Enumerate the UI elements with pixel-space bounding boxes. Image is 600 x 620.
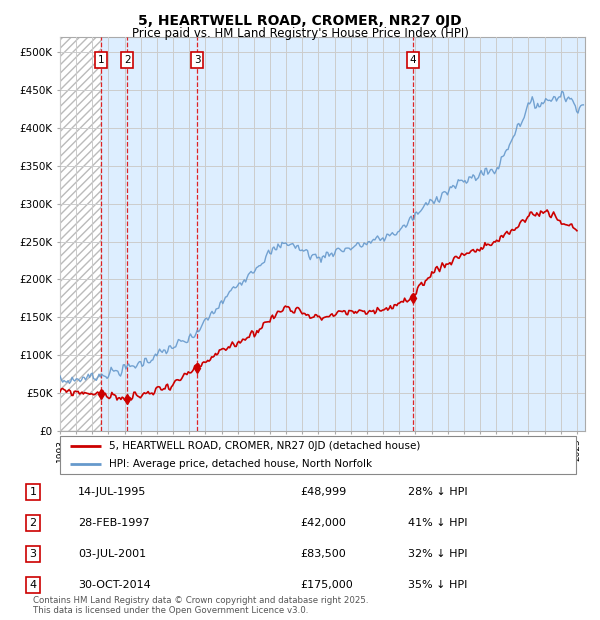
Text: 4: 4 [409,55,416,65]
Text: £83,500: £83,500 [300,549,346,559]
Text: 1: 1 [98,55,104,65]
Text: 1: 1 [29,487,37,497]
Text: 5, HEARTWELL ROAD, CROMER, NR27 0JD: 5, HEARTWELL ROAD, CROMER, NR27 0JD [138,14,462,28]
Text: 32% ↓ HPI: 32% ↓ HPI [408,549,467,559]
Text: £48,999: £48,999 [300,487,346,497]
Text: £175,000: £175,000 [300,580,353,590]
Text: 28% ↓ HPI: 28% ↓ HPI [408,487,467,497]
Text: 28-FEB-1997: 28-FEB-1997 [78,518,149,528]
Text: 35% ↓ HPI: 35% ↓ HPI [408,580,467,590]
Text: 03-JUL-2001: 03-JUL-2001 [78,549,146,559]
Text: 2: 2 [124,55,131,65]
Text: 41% ↓ HPI: 41% ↓ HPI [408,518,467,528]
Text: Price paid vs. HM Land Registry's House Price Index (HPI): Price paid vs. HM Land Registry's House … [131,27,469,40]
Text: 30-OCT-2014: 30-OCT-2014 [78,580,151,590]
Text: 4: 4 [29,580,37,590]
Text: 3: 3 [29,549,37,559]
Text: Contains HM Land Registry data © Crown copyright and database right 2025.
This d: Contains HM Land Registry data © Crown c… [33,596,368,615]
Text: 3: 3 [194,55,200,65]
Bar [60,37,101,431]
Text: 5, HEARTWELL ROAD, CROMER, NR27 0JD (detached house): 5, HEARTWELL ROAD, CROMER, NR27 0JD (det… [109,441,421,451]
Text: £42,000: £42,000 [300,518,346,528]
FancyBboxPatch shape [60,436,576,474]
Text: 14-JUL-1995: 14-JUL-1995 [78,487,146,497]
Text: HPI: Average price, detached house, North Norfolk: HPI: Average price, detached house, Nort… [109,459,372,469]
Text: 2: 2 [29,518,37,528]
